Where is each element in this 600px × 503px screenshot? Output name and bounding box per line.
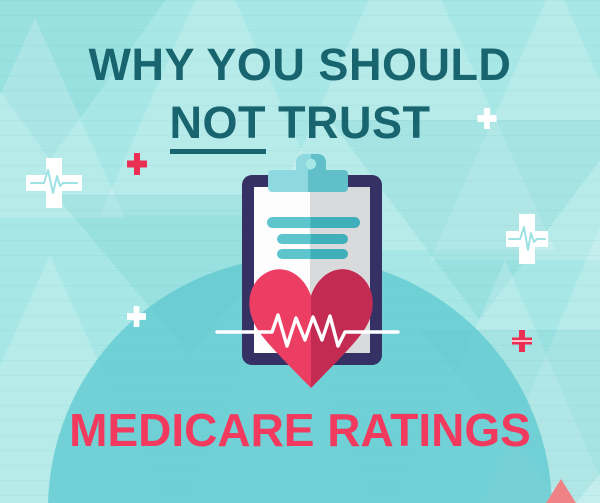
title-word-trust: TRUST xyxy=(278,97,431,148)
heart-icon xyxy=(249,269,373,388)
clipboard-heart-ekg-illustration xyxy=(215,154,400,388)
clip-hole xyxy=(305,158,317,170)
title-word-not: NOT xyxy=(169,100,266,154)
title-line-2: NOT TRUST xyxy=(0,100,600,154)
white-plus-icon xyxy=(477,108,497,129)
medical-cross-pulse-icon xyxy=(26,158,82,208)
page-title: WHY YOU SHOULD NOT TRUST xyxy=(0,42,600,154)
clip-bar xyxy=(268,170,348,192)
title-line-1: WHY YOU SHOULD xyxy=(88,39,512,90)
red-plus-icon xyxy=(127,153,147,175)
chart-line-2 xyxy=(277,234,348,244)
white-plus-icon xyxy=(127,306,146,327)
headline: MEDICARE RATINGS xyxy=(69,404,531,456)
chart-line-1 xyxy=(267,217,360,228)
ekg-pulse-line xyxy=(215,313,400,348)
medical-cross-pulse-icon xyxy=(506,214,548,264)
red-plus-pulse-icon xyxy=(512,330,532,352)
chart-line-3 xyxy=(277,249,348,259)
